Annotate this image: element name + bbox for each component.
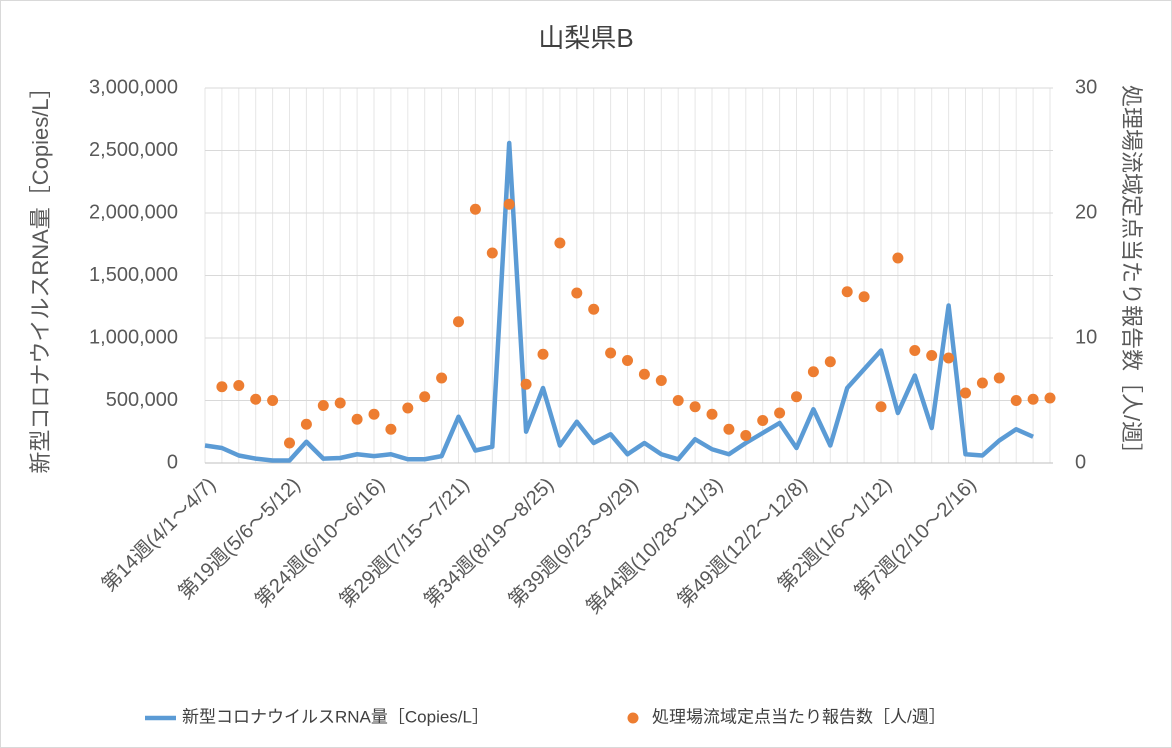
- report-dot: [807, 366, 819, 378]
- report-dot: [926, 350, 938, 361]
- report-dot: [588, 303, 600, 315]
- report-dot: [943, 352, 955, 364]
- report-dot: [351, 413, 363, 425]
- y-tick-label: 500,000: [106, 389, 178, 411]
- report-dot: [723, 423, 735, 435]
- y2-axis-title: 処理場流域定点当たり報告数［人/週］: [1119, 85, 1144, 465]
- y-tick-label: 1,500,000: [89, 264, 178, 286]
- report-dot: [909, 345, 921, 356]
- report-dot: [706, 408, 718, 420]
- report-dot: [469, 203, 481, 215]
- y-axis-title: 新型コロナウイルスRNA量［Copies/L］: [28, 76, 53, 473]
- report-dot: [689, 401, 701, 413]
- report-dot: [267, 395, 279, 406]
- report-dot: [385, 423, 397, 435]
- report-dot: [520, 378, 532, 390]
- report-dot: [622, 355, 633, 366]
- report-dot: [486, 247, 498, 259]
- report-dot: [791, 391, 802, 403]
- report-dot: [571, 287, 583, 299]
- legend-label: 新型コロナウイルスRNA量［Copies/L］: [182, 707, 489, 726]
- report-dot: [436, 372, 448, 384]
- report-dot: [1027, 393, 1039, 405]
- y-tick-label: 0: [167, 451, 178, 473]
- y2-tick-label: 0: [1075, 451, 1086, 473]
- y-tick-label: 2,000,000: [89, 201, 178, 223]
- report-dot: [824, 356, 836, 368]
- report-dot: [993, 372, 1005, 384]
- report-dot: [976, 377, 988, 389]
- report-dot: [453, 316, 464, 328]
- rna-line: [204, 140, 1035, 463]
- report-dot: [892, 252, 904, 264]
- y-tick-label: 2,500,000: [89, 139, 178, 161]
- report-dot: [740, 430, 752, 441]
- report-dot: [1044, 392, 1056, 404]
- y-tick-label: 3,000,000: [89, 76, 178, 98]
- y-tick-label: 1,000,000: [89, 326, 178, 348]
- report-dot: [638, 368, 650, 380]
- report-dot: [317, 400, 329, 411]
- report-dot: [233, 380, 245, 391]
- report-dot: [858, 291, 870, 303]
- report-dot: [334, 397, 346, 409]
- report-dot: [960, 387, 971, 399]
- legend-dot: [627, 712, 639, 724]
- report-dot: [419, 391, 431, 403]
- report-dot: [284, 437, 295, 449]
- report-dot: [672, 395, 684, 406]
- report-dot: [300, 418, 312, 430]
- report-dot: [216, 381, 228, 393]
- report-dot: [774, 407, 786, 419]
- report-dot: [368, 408, 380, 420]
- y2-tick-label: 10: [1075, 326, 1097, 348]
- report-dot: [250, 393, 262, 405]
- report-dot: [537, 348, 549, 360]
- report-dot: [503, 198, 515, 210]
- report-dot: [875, 401, 887, 413]
- report-dot: [554, 237, 566, 249]
- report-dot: [1010, 395, 1022, 406]
- y2-tick-label: 30: [1075, 76, 1097, 98]
- report-dot: [841, 286, 853, 298]
- report-dot: [402, 402, 414, 414]
- legend-label: 処理場流域定点当たり報告数［人/週］: [652, 707, 946, 726]
- y2-tick-label: 20: [1075, 201, 1097, 223]
- chart-title: 山梨県B: [538, 23, 633, 53]
- report-dot: [605, 347, 617, 359]
- report-dot: [655, 375, 667, 386]
- report-dot: [757, 415, 769, 426]
